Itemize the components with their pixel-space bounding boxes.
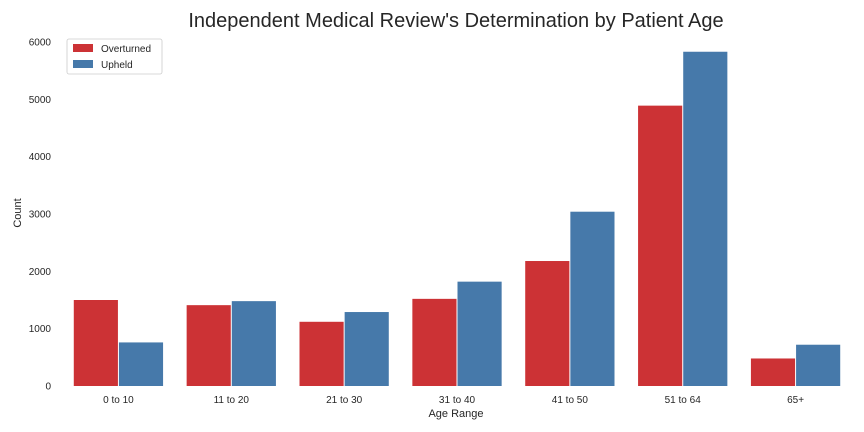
x-axis-ticks: 0 to 10 11 to 20 21 to 30 31 to 40 41 to 50 5… <box>103 395 804 406</box>
y-tick-label: 3000 <box>29 210 52 221</box>
legend-swatch-upheld <box>73 60 93 68</box>
bar-overturned-7 <box>750 358 796 386</box>
bar-overturned-4 <box>412 298 457 386</box>
y-tick-label: 4000 <box>29 152 52 163</box>
chart-title: Independent Medical Review's Determinati… <box>188 10 723 32</box>
y-tick-label: 5000 <box>29 95 52 106</box>
bar-overturned-5 <box>525 261 570 386</box>
x-tick-label: 0 to 10 <box>103 395 134 406</box>
x-tick-label: 41 to 50 <box>552 395 589 406</box>
bar-upheld-4 <box>457 281 502 386</box>
bar-upheld-1 <box>118 342 164 386</box>
y-tick-label: 6000 <box>29 38 52 49</box>
x-tick-label: 65+ <box>787 395 804 406</box>
bar-overturned-1 <box>73 300 118 386</box>
bar-upheld-5 <box>570 211 615 386</box>
y-tick-label: 2000 <box>29 267 52 278</box>
y-tick-label: 1000 <box>29 324 52 335</box>
legend-swatch-overturned <box>73 44 93 52</box>
y-axis-ticks: 0 1000 2000 3000 4000 5000 6000 <box>29 38 52 393</box>
bar-upheld-2 <box>231 301 276 386</box>
x-tick-label: 21 to 30 <box>326 395 363 406</box>
y-axis-label: Count <box>12 198 24 227</box>
bar-overturned-6 <box>638 105 683 386</box>
bar-overturned-3 <box>299 321 344 386</box>
x-tick-label: 51 to 64 <box>665 395 702 406</box>
x-tick-label: 11 to 20 <box>214 395 250 406</box>
x-tick-label: 31 to 40 <box>439 395 476 406</box>
bars <box>73 51 841 386</box>
bar-overturned-2 <box>186 305 231 386</box>
bar-upheld-7 <box>796 344 841 386</box>
legend: Overturned Upheld <box>66 38 163 75</box>
y-tick-label: 0 <box>45 382 51 393</box>
bar-upheld-3 <box>344 312 389 386</box>
bar-upheld-6 <box>683 51 728 386</box>
x-axis-label: Age Range <box>428 408 483 420</box>
legend-label-overturned: Overturned <box>101 44 151 55</box>
legend-label-upheld: Upheld <box>101 60 133 71</box>
